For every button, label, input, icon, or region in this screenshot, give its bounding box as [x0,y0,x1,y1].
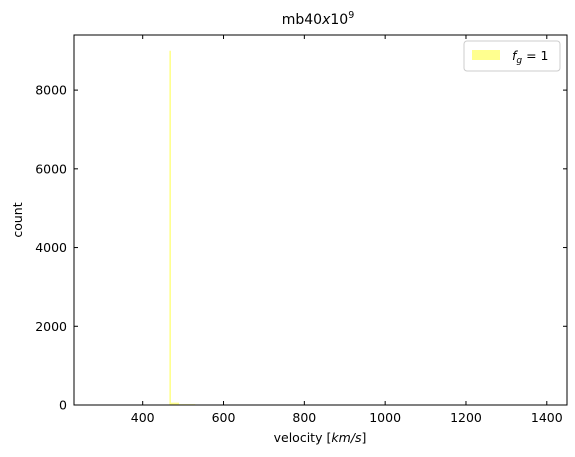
x-tick-label: 1000 [369,410,401,425]
y-tick-label: 6000 [35,161,67,176]
plot-frame [73,34,568,406]
x-axis-label: velocity [km/s] [274,430,367,445]
x-axis-ticks: 400 600 800 1000 1200 1400 [131,35,563,425]
y-tick-label: 0 [59,398,67,413]
legend-swatch [472,50,500,60]
legend-box [463,40,561,72]
x-tick-label: 1200 [450,410,482,425]
legend: fg = 1 [463,40,561,72]
y-tick-label: 2000 [35,319,67,334]
y-tick-label: 8000 [35,83,67,98]
chart-title: mb40x109 [282,10,355,28]
x-tick-label: 400 [131,410,155,425]
y-axis-label: count [10,202,25,237]
y-tick-label: 4000 [35,240,67,255]
x-tick-label: 800 [292,410,316,425]
histogram-bar [169,50,171,405]
x-tick-label: 600 [212,410,236,425]
legend-label: fg = 1 [512,48,549,66]
y-axis-ticks: 0 2000 4000 6000 8000 [35,83,567,413]
x-tick-label: 1400 [531,410,563,425]
histogram-bar [170,402,180,405]
